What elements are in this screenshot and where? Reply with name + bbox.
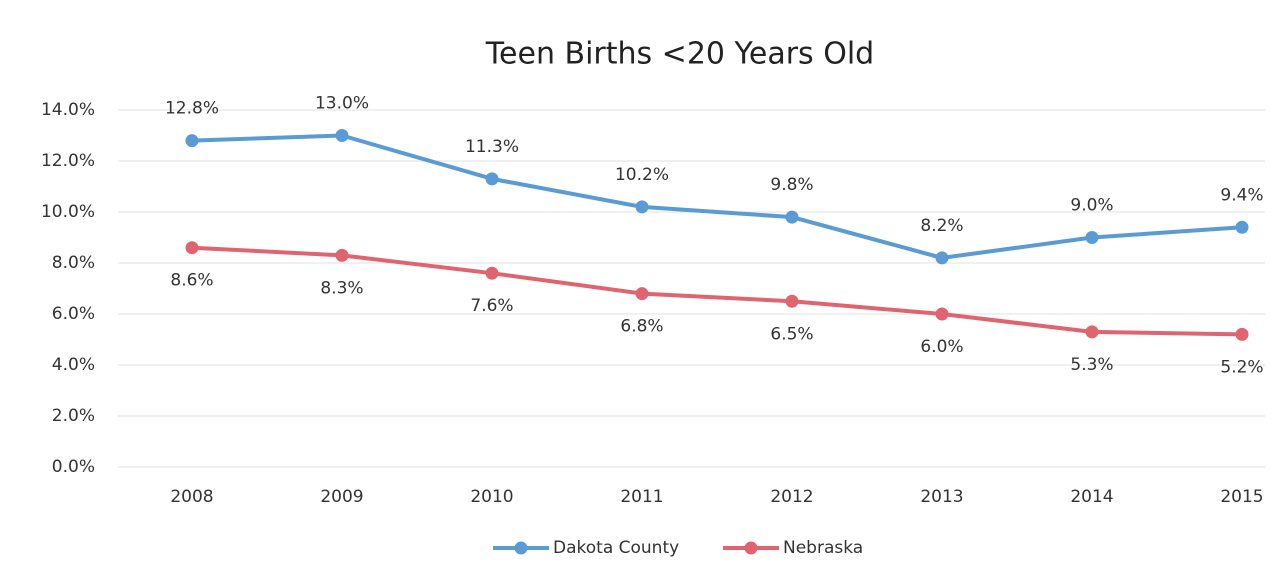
marker [185, 241, 199, 255]
data-label: 5.2% [1220, 357, 1263, 377]
data-label: 7.6% [470, 296, 513, 316]
data-label: 9.0% [1070, 196, 1113, 216]
marker [1085, 325, 1099, 339]
y-tick-label: 10.0% [41, 202, 95, 222]
legend-marker [744, 541, 758, 555]
marker [185, 134, 199, 148]
marker [485, 266, 499, 280]
y-tick-label: 4.0% [52, 355, 95, 375]
data-label: 8.3% [320, 278, 363, 298]
marker [935, 251, 949, 265]
y-tick-label: 14.0% [41, 100, 95, 120]
marker [1235, 220, 1249, 234]
series-line [191, 245, 1243, 337]
x-tick-label: 2012 [770, 487, 813, 507]
marker [1235, 327, 1249, 341]
x-tick-label: 2010 [470, 487, 513, 507]
y-tick-label: 12.0% [41, 151, 95, 171]
legend-label: Nebraska [783, 538, 863, 558]
data-label: 9.8% [770, 175, 813, 195]
marker [1085, 231, 1099, 244]
legend-marker [514, 541, 528, 555]
data-label: 10.2% [615, 165, 669, 185]
y-tick-label: 0.0% [52, 457, 95, 477]
marker [335, 248, 349, 262]
marker [935, 307, 949, 321]
data-label: 6.5% [770, 324, 813, 344]
y-tick-label: 8.0% [52, 253, 95, 273]
x-tick-label: 2009 [320, 487, 363, 507]
chart-title: Teen Births <20 Years Old [485, 37, 874, 72]
marker [785, 210, 799, 224]
marker [785, 294, 799, 308]
marker [635, 200, 649, 214]
legend-label: Dakota County [553, 538, 679, 558]
series-line [191, 133, 1243, 260]
data-label: 11.3% [465, 137, 519, 157]
data-label: 8.2% [920, 216, 963, 236]
marker [335, 129, 349, 142]
x-tick-label: 2011 [620, 487, 663, 507]
x-tick-label: 2008 [170, 487, 213, 507]
marker [485, 172, 499, 186]
x-tick-label: 2015 [1220, 487, 1263, 507]
marker [635, 287, 649, 301]
data-label: 12.8% [165, 99, 219, 119]
y-tick-label: 2.0% [52, 406, 95, 426]
data-label: 9.4% [1220, 185, 1263, 205]
data-label: 6.0% [920, 337, 963, 357]
x-tick-label: 2013 [920, 487, 963, 507]
data-label: 8.6% [170, 271, 213, 291]
data-label: 5.3% [1070, 355, 1113, 375]
data-label: 13.0% [315, 94, 369, 114]
y-tick-label: 6.0% [52, 304, 95, 324]
data-label: 6.8% [620, 317, 663, 337]
x-tick-label: 2014 [1070, 487, 1113, 507]
